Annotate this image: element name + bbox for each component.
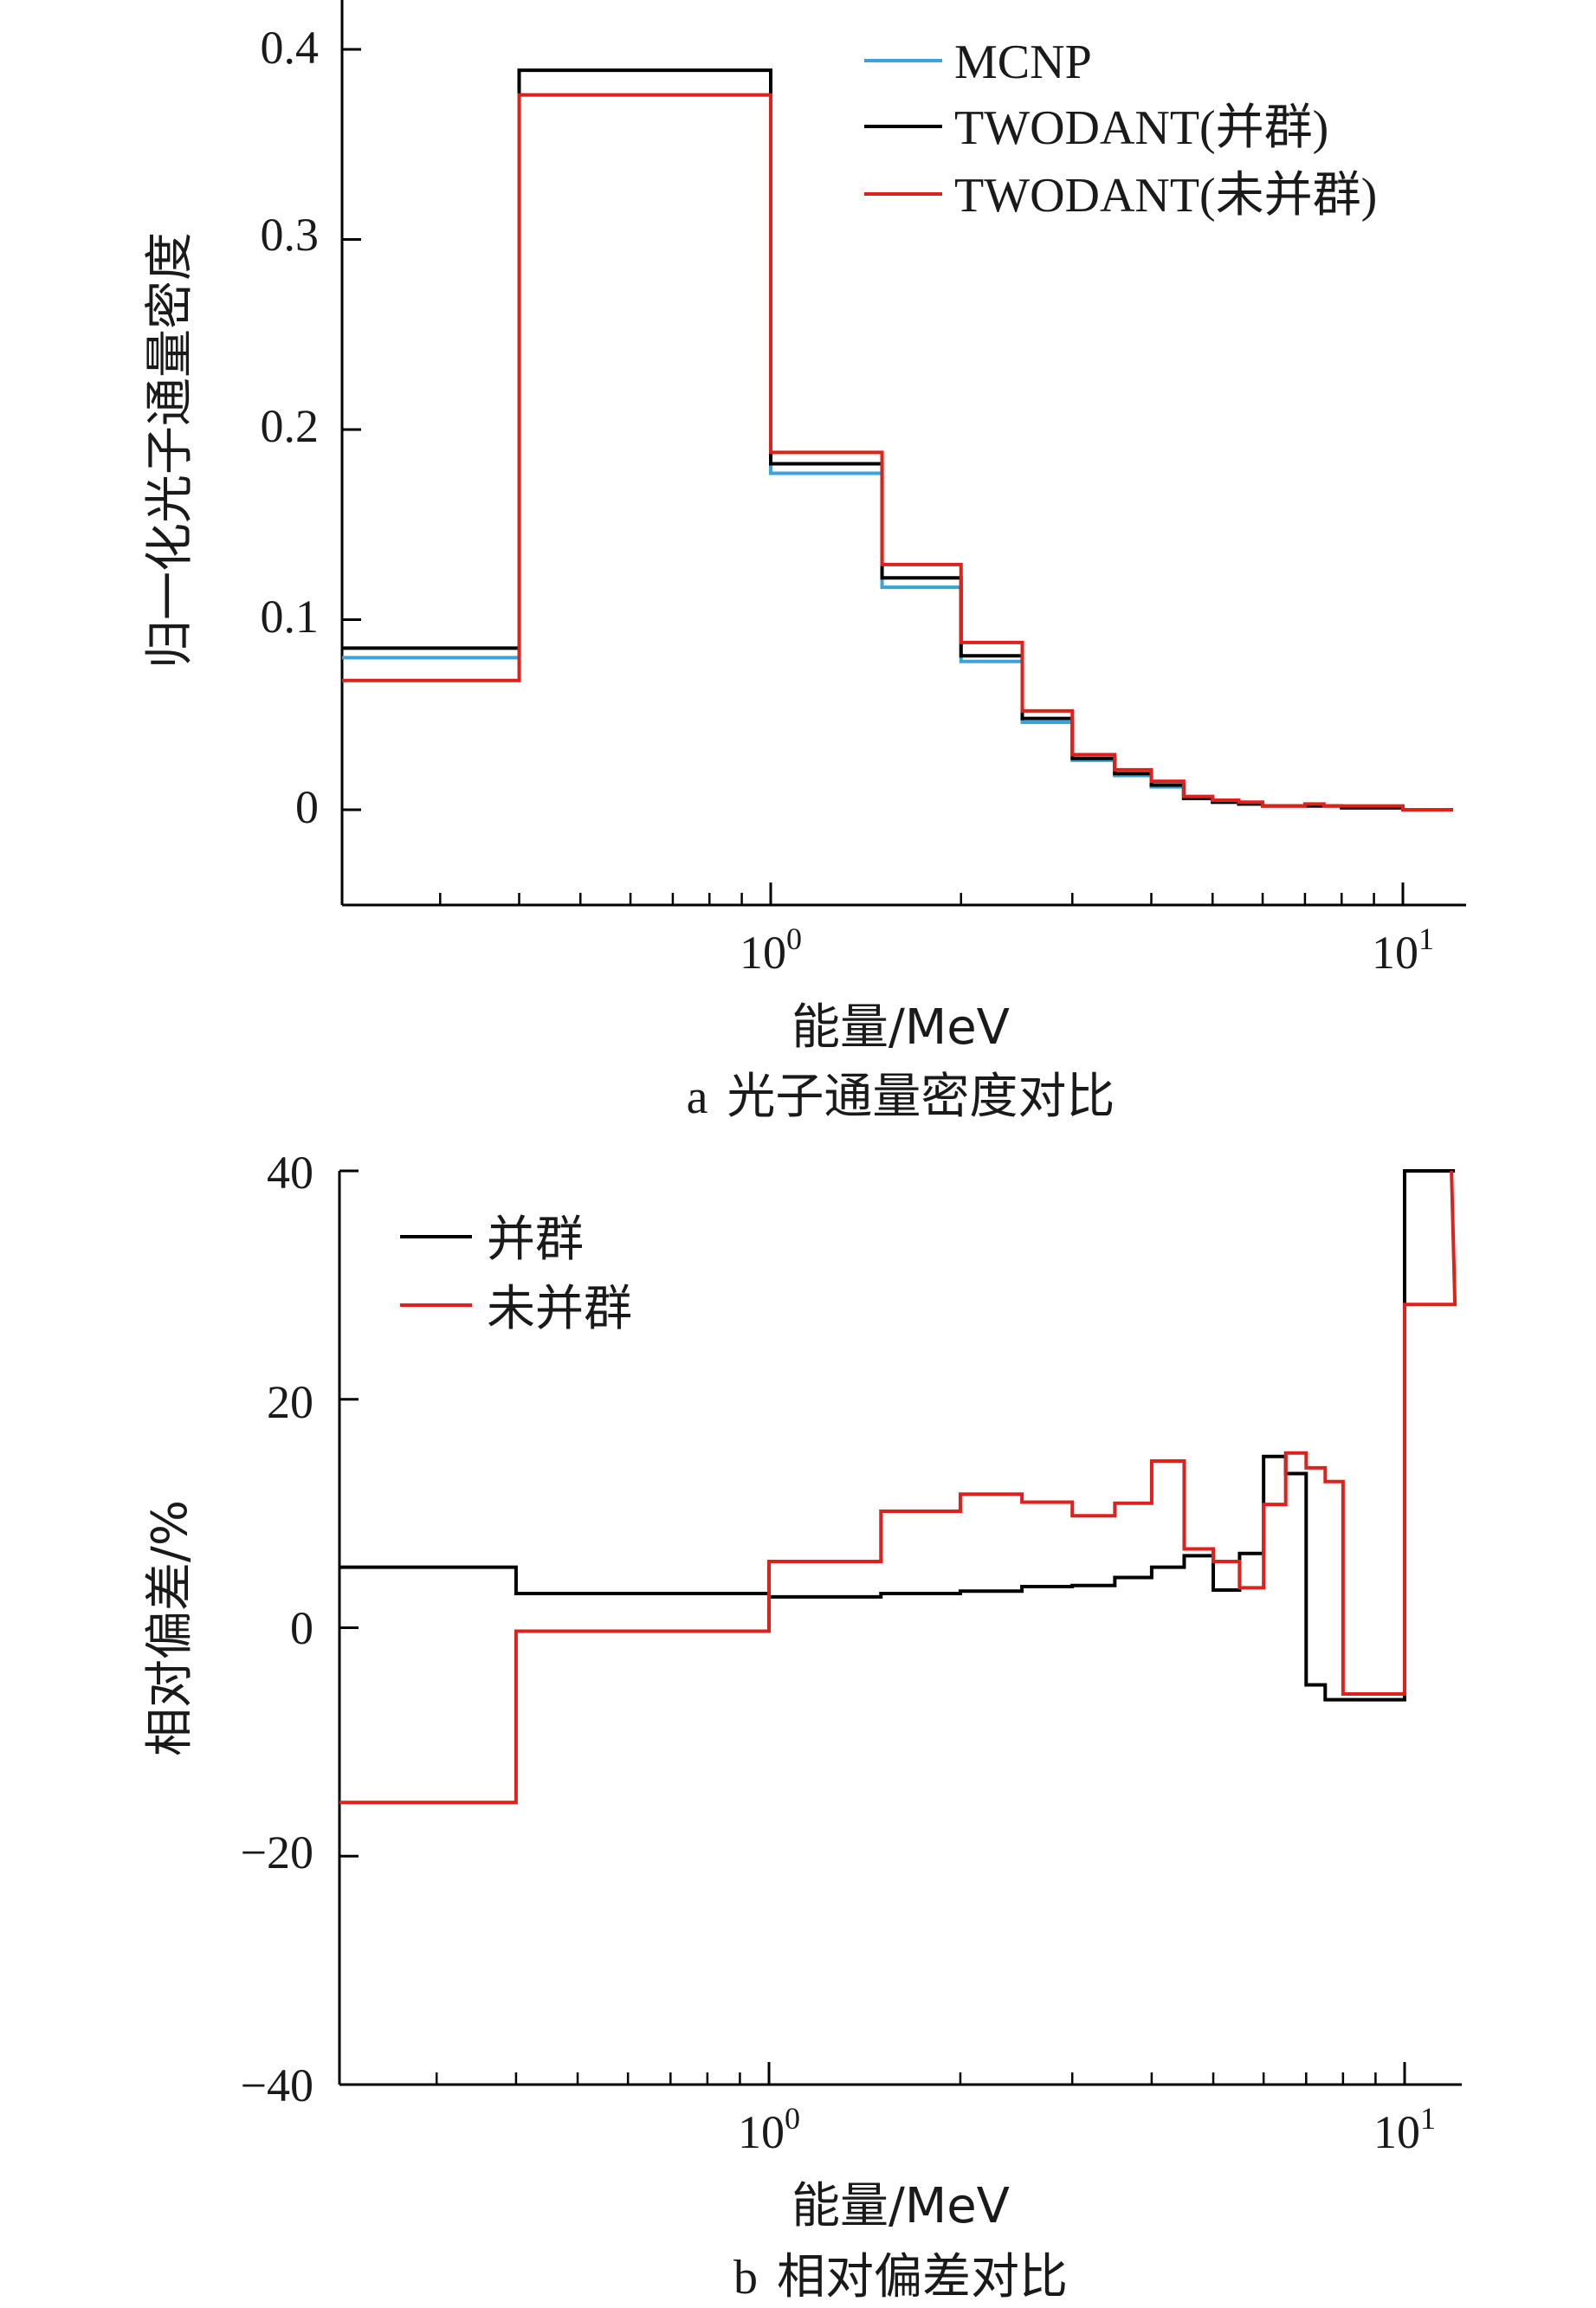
panel-b-xtick-label-1: 100 <box>738 2101 800 2158</box>
panel-a-y-ticks <box>342 48 361 811</box>
panel-b-y-ticks <box>339 1169 359 2086</box>
panel-a-ytick-label-1: 0.1 <box>261 591 320 643</box>
panel-a-xtick-label-10: 101 <box>1372 921 1434 979</box>
panel-b-xtick-label-10: 101 <box>1373 2101 1436 2158</box>
panel-a-legend: MCNP TWODANT(并群) TWODANT(未并群) <box>864 36 1377 223</box>
legend-twodant-unmerged-label: TWODANT(未并群) <box>954 169 1377 223</box>
series-并群 <box>339 1169 1456 1702</box>
panel-a: 0 0.1 0.2 0.3 0.4 100 101 能量/MeV 归一化光子通量… <box>142 0 1466 1125</box>
panel-b-ytick-label-n40: −40 <box>241 2059 313 2111</box>
legend-mcnp-label: MCNP <box>954 36 1092 89</box>
legend-twodant-merged-label: TWODANT(并群) <box>954 101 1328 155</box>
panel-b-caption: b 相对偏差对比 <box>733 2249 1068 2305</box>
panel-b-series <box>339 1169 1457 1805</box>
panel-b-legend: 并群 未并群 <box>400 1212 632 1337</box>
panel-a-ytick-label-4: 0.4 <box>261 22 320 74</box>
panel-b-ytick-label-0: 0 <box>290 1602 313 1654</box>
legend-merged-label: 并群 <box>487 1212 584 1268</box>
panel-a-ytick-label-3: 0.3 <box>261 209 320 261</box>
legend-unmerged-label: 未并群 <box>487 1281 632 1337</box>
panel-b-xlabel: 能量/MeV <box>792 2178 1010 2234</box>
panel-b-ytick-label-n20: −20 <box>241 1826 313 1878</box>
panel-a-x-ticks <box>439 882 1405 905</box>
panel-b-x-ticks <box>435 2062 1406 2085</box>
panel-a-xlabel: 能量/MeV <box>792 999 1010 1056</box>
series-未并群 <box>339 1170 1457 1805</box>
panel-a-ylabel: 归一化光子通量密度 <box>142 232 198 669</box>
panel-a-ytick-label-0: 0 <box>295 781 319 833</box>
panel-b-ytick-label-20: 20 <box>267 1376 313 1428</box>
panel-a-caption: a 光子通量密度对比 <box>687 1069 1115 1125</box>
panel-b-ylabel: 相对偏差/% <box>142 1500 198 1756</box>
panel-b-ytick-label-40: 40 <box>267 1147 313 1199</box>
panel-a-xtick-label-1: 100 <box>740 921 802 979</box>
panel-a-ytick-label-2: 0.2 <box>261 400 320 452</box>
panel-a-series <box>342 68 1453 811</box>
series-TWODANT(未并群) <box>342 93 1453 811</box>
